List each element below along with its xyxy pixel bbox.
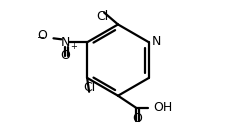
Text: Cl: Cl [96,10,108,23]
Text: +: + [70,42,77,51]
Text: −: − [37,33,45,43]
Text: O: O [132,112,142,125]
Text: O: O [38,29,48,42]
Text: Cl: Cl [83,81,95,94]
Text: N: N [152,35,161,48]
Text: OH: OH [154,101,173,114]
Text: N: N [61,36,70,49]
Text: O: O [60,49,70,62]
